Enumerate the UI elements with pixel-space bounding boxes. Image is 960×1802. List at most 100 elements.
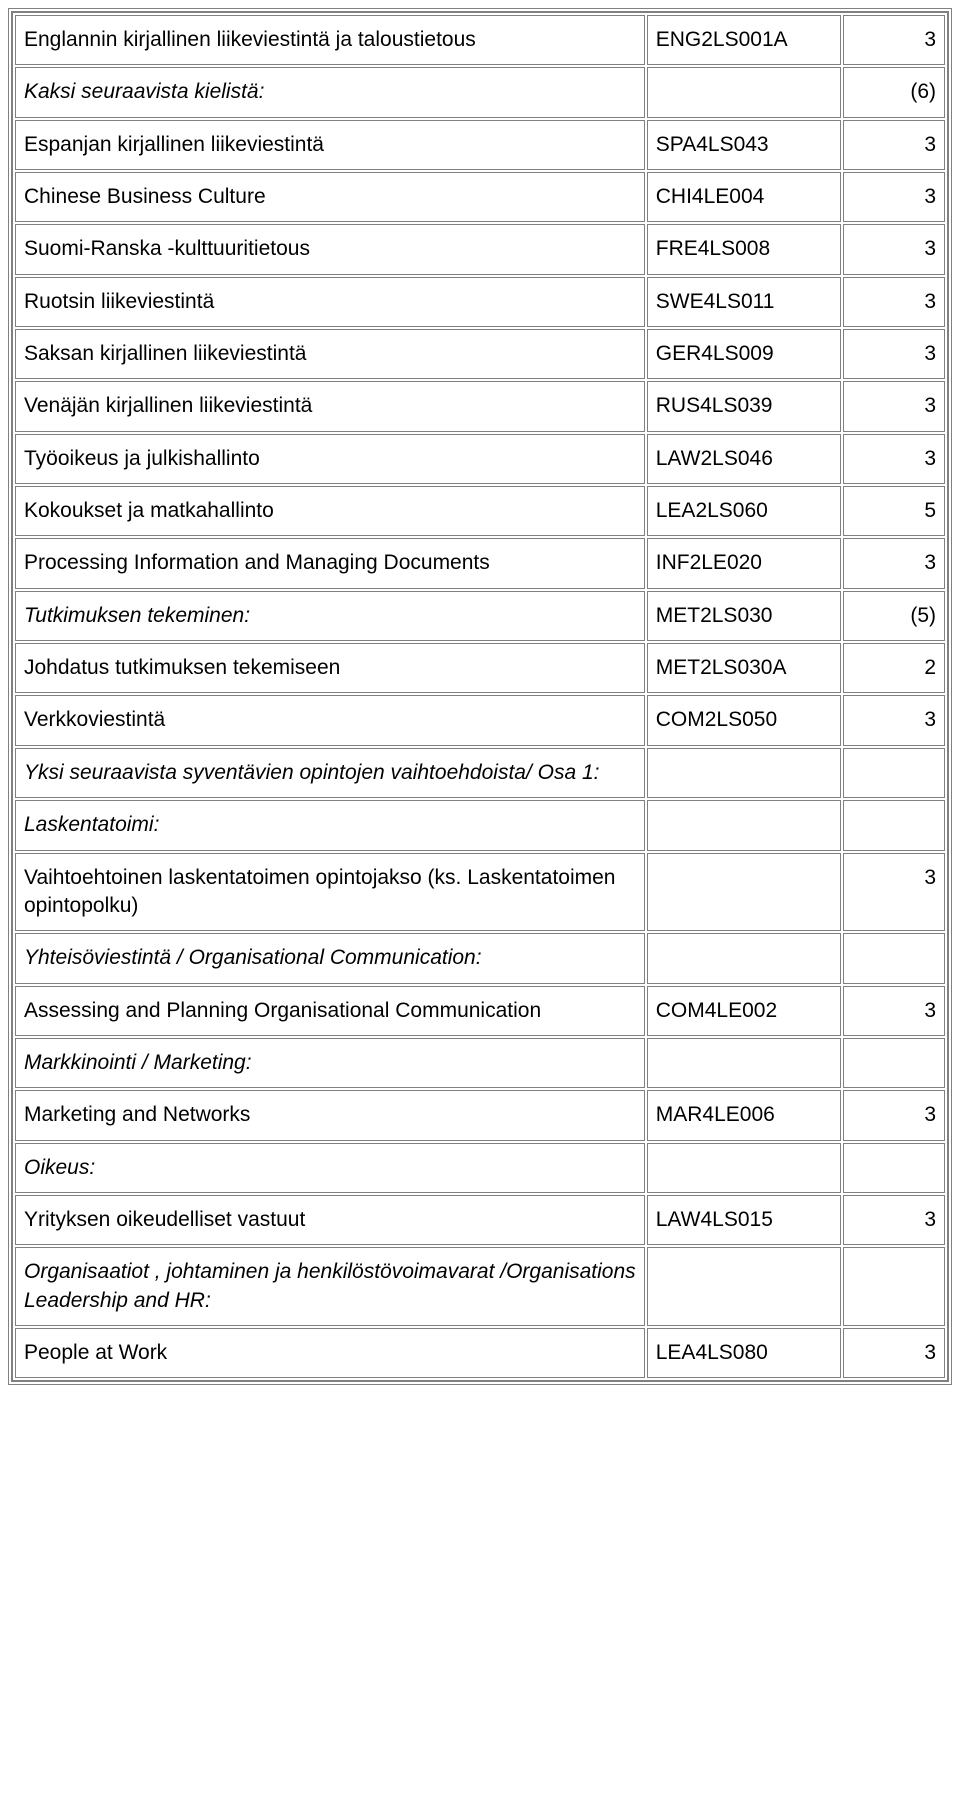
- course-credits-cell: 3: [843, 277, 945, 327]
- course-name-cell: Vaihtoehtoinen laskentatoimen opintojaks…: [15, 853, 645, 932]
- course-credits-cell: [843, 748, 945, 798]
- table-row: Marketing and NetworksMAR4LE0063: [15, 1090, 945, 1140]
- course-name-cell: Työoikeus ja julkishallinto: [15, 434, 645, 484]
- outer-table: Englannin kirjallinen liikeviestintä ja …: [8, 8, 952, 1385]
- table-row: Yhteisöviestintä / Organisational Commun…: [15, 933, 945, 983]
- course-code-cell: LAW4LS015: [647, 1195, 842, 1245]
- course-code-cell: [647, 1038, 842, 1088]
- course-name-cell: Verkkoviestintä: [15, 695, 645, 745]
- course-credits-cell: 3: [843, 434, 945, 484]
- table-row: Suomi-Ranska -kulttuuritietousFRE4LS0083: [15, 224, 945, 274]
- table-row: Chinese Business CultureCHI4LE0043: [15, 172, 945, 222]
- course-name-cell: Markkinointi / Marketing:: [15, 1038, 645, 1088]
- course-name-cell: Yhteisöviestintä / Organisational Commun…: [15, 933, 645, 983]
- table-row: Assessing and Planning Organisational Co…: [15, 986, 945, 1036]
- course-name-cell: Venäjän kirjallinen liikeviestintä: [15, 381, 645, 431]
- course-credits-cell: 3: [843, 538, 945, 588]
- course-credits-cell: [843, 1143, 945, 1193]
- course-code-cell: [647, 800, 842, 850]
- course-code-cell: ENG2LS001A: [647, 15, 842, 65]
- course-credits-cell: 3: [843, 120, 945, 170]
- course-code-cell: MET2LS030A: [647, 643, 842, 693]
- course-name-cell: Suomi-Ranska -kulttuuritietous: [15, 224, 645, 274]
- course-credits-cell: (6): [843, 67, 945, 117]
- table-row: Oikeus:: [15, 1143, 945, 1193]
- course-credits-cell: 3: [843, 853, 945, 932]
- table-row: Processing Information and Managing Docu…: [15, 538, 945, 588]
- course-code-cell: LEA2LS060: [647, 486, 842, 536]
- course-credits-cell: 3: [843, 172, 945, 222]
- course-code-cell: RUS4LS039: [647, 381, 842, 431]
- table-row: Työoikeus ja julkishallintoLAW2LS0463: [15, 434, 945, 484]
- course-code-cell: LAW2LS046: [647, 434, 842, 484]
- course-credits-cell: 3: [843, 986, 945, 1036]
- table-row: Englannin kirjallinen liikeviestintä ja …: [15, 15, 945, 65]
- course-credits-cell: [843, 1247, 945, 1326]
- course-code-cell: LEA4LS080: [647, 1328, 842, 1378]
- table-row: Venäjän kirjallinen liikeviestintäRUS4LS…: [15, 381, 945, 431]
- course-name-cell: Marketing and Networks: [15, 1090, 645, 1140]
- course-name-cell: Johdatus tutkimuksen tekemiseen: [15, 643, 645, 693]
- table-row: Espanjan kirjallinen liikeviestintäSPA4L…: [15, 120, 945, 170]
- table-row: Tutkimuksen tekeminen:MET2LS030(5): [15, 591, 945, 641]
- course-code-cell: [647, 1143, 842, 1193]
- table-row: Kaksi seuraavista kielistä: (6): [15, 67, 945, 117]
- course-name-cell: Kokoukset ja matkahallinto: [15, 486, 645, 536]
- course-credits-cell: 3: [843, 15, 945, 65]
- course-credits-cell: 3: [843, 1090, 945, 1140]
- course-code-cell: COM2LS050: [647, 695, 842, 745]
- course-name-cell: Assessing and Planning Organisational Co…: [15, 986, 645, 1036]
- course-code-cell: FRE4LS008: [647, 224, 842, 274]
- course-code-cell: [647, 748, 842, 798]
- course-name-cell: Laskentatoimi:: [15, 800, 645, 850]
- table-row: People at WorkLEA4LS0803: [15, 1328, 945, 1378]
- course-table: Englannin kirjallinen liikeviestintä ja …: [12, 12, 948, 1381]
- course-credits-cell: 3: [843, 329, 945, 379]
- course-code-cell: COM4LE002: [647, 986, 842, 1036]
- course-credits-cell: [843, 800, 945, 850]
- course-code-cell: SWE4LS011: [647, 277, 842, 327]
- course-name-cell: Chinese Business Culture: [15, 172, 645, 222]
- course-credits-cell: [843, 1038, 945, 1088]
- course-name-cell: Kaksi seuraavista kielistä:: [15, 67, 645, 117]
- document-page: Englannin kirjallinen liikeviestintä ja …: [0, 0, 960, 1393]
- course-credits-cell: 3: [843, 224, 945, 274]
- course-name-cell: People at Work: [15, 1328, 645, 1378]
- table-row: Kokoukset ja matkahallintoLEA2LS0605: [15, 486, 945, 536]
- course-credits-cell: 3: [843, 695, 945, 745]
- course-name-cell: Saksan kirjallinen liikeviestintä: [15, 329, 645, 379]
- course-code-cell: INF2LE020: [647, 538, 842, 588]
- course-code-cell: SPA4LS043: [647, 120, 842, 170]
- course-code-cell: [647, 853, 842, 932]
- course-name-cell: Englannin kirjallinen liikeviestintä ja …: [15, 15, 645, 65]
- course-code-cell: [647, 933, 842, 983]
- table-row: Yrityksen oikeudelliset vastuutLAW4LS015…: [15, 1195, 945, 1245]
- table-row: Laskentatoimi:: [15, 800, 945, 850]
- course-code-cell: [647, 1247, 842, 1326]
- course-credits-cell: [843, 933, 945, 983]
- course-code-cell: MAR4LE006: [647, 1090, 842, 1140]
- course-name-cell: Organisaatiot , johtaminen ja henkilöstö…: [15, 1247, 645, 1326]
- course-code-cell: GER4LS009: [647, 329, 842, 379]
- table-row: Ruotsin liikeviestintäSWE4LS0113: [15, 277, 945, 327]
- course-code-cell: CHI4LE004: [647, 172, 842, 222]
- course-credits-cell: 3: [843, 1328, 945, 1378]
- table-row: Organisaatiot , johtaminen ja henkilöstö…: [15, 1247, 945, 1326]
- course-code-cell: [647, 67, 842, 117]
- course-name-cell: Oikeus:: [15, 1143, 645, 1193]
- course-credits-cell: 2: [843, 643, 945, 693]
- course-credits-cell: 3: [843, 381, 945, 431]
- table-row: Yksi seuraavista syventävien opintojen v…: [15, 748, 945, 798]
- course-name-cell: Espanjan kirjallinen liikeviestintä: [15, 120, 645, 170]
- table-row: Saksan kirjallinen liikeviestintäGER4LS0…: [15, 329, 945, 379]
- table-row: Vaihtoehtoinen laskentatoimen opintojaks…: [15, 853, 945, 932]
- table-row: Johdatus tutkimuksen tekemiseenMET2LS030…: [15, 643, 945, 693]
- course-credits-cell: (5): [843, 591, 945, 641]
- course-name-cell: Ruotsin liikeviestintä: [15, 277, 645, 327]
- course-name-cell: Tutkimuksen tekeminen:: [15, 591, 645, 641]
- table-row: VerkkoviestintäCOM2LS0503: [15, 695, 945, 745]
- table-row: Markkinointi / Marketing:: [15, 1038, 945, 1088]
- course-credits-cell: 5: [843, 486, 945, 536]
- course-name-cell: Yrityksen oikeudelliset vastuut: [15, 1195, 645, 1245]
- course-credits-cell: 3: [843, 1195, 945, 1245]
